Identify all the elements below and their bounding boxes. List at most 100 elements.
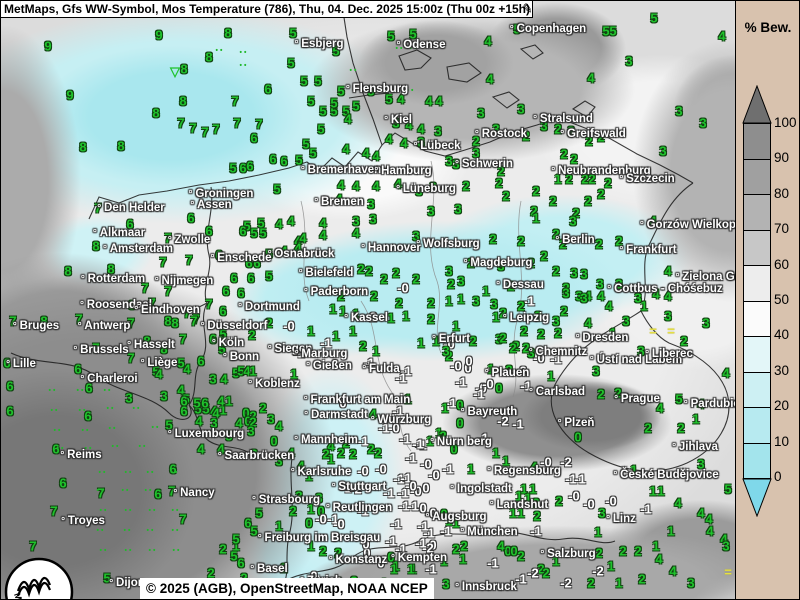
temperature-value: 2 <box>495 175 503 191</box>
city-label: Lille <box>6 358 36 370</box>
drizzle-icon: •• <box>406 87 416 95</box>
temperature-value: 8 <box>152 105 160 121</box>
temperature-value: -0 <box>475 380 487 396</box>
temperature-value: 7 <box>29 538 37 554</box>
temperature-value: 6 <box>246 158 254 174</box>
temperature-value: -1 <box>327 511 339 527</box>
city-label: Frankfurt am Main <box>304 394 411 406</box>
temperature-value: 4 <box>720 531 728 547</box>
temperature-value: 3 <box>472 145 480 161</box>
temperature-value: 4 <box>584 288 592 304</box>
city-label: Karlsruhe <box>291 466 352 478</box>
legend-segment <box>744 371 770 407</box>
city-label: Leipzig <box>503 312 550 324</box>
temperature-value: 7 <box>233 115 241 131</box>
temperature-value: 2 <box>367 441 375 457</box>
temperature-value: 1 <box>492 309 500 325</box>
temperature-value: 4 <box>674 495 682 511</box>
temperature-value: 1 <box>392 558 400 574</box>
temperature-value: 6 <box>6 378 14 394</box>
temperature-value: 3 <box>457 273 465 289</box>
temperature-value: -1 <box>393 471 405 487</box>
temperature-value: 3 <box>517 101 525 117</box>
drizzle-icon: •• <box>111 443 121 451</box>
temperature-value: 0 <box>574 429 582 445</box>
temperature-value: 4 <box>486 71 494 87</box>
temperature-value: -1 <box>442 461 454 477</box>
temperature-value: -1 <box>417 518 429 534</box>
temperature-value: 5 <box>307 93 315 109</box>
temperature-value: 1 <box>387 310 395 326</box>
temperature-value: 8 <box>224 25 232 41</box>
temperature-value: 4 <box>722 365 730 381</box>
legend-segment <box>744 265 770 301</box>
temperature-value: -1 <box>574 471 586 487</box>
temperature-value: 6 <box>126 216 134 232</box>
temperature-value: 6 <box>219 303 227 319</box>
temperature-value: 0 <box>504 543 512 559</box>
temperature-value: 3 <box>442 343 450 359</box>
city-label: Linz <box>606 513 636 525</box>
city-label: Odense <box>397 39 445 51</box>
temperature-value: 8 <box>117 138 125 154</box>
temperature-value: -0 <box>333 516 345 532</box>
temperature-value: 2 <box>359 338 367 354</box>
temperature-value: 4 <box>337 177 345 193</box>
temperature-value: 6 <box>180 393 188 409</box>
temperature-value: 4 <box>425 93 433 109</box>
temperature-value: 3 <box>490 296 498 312</box>
temperature-value: 4 <box>195 413 203 429</box>
temperature-value: 3 <box>495 331 503 347</box>
temperature-value: 5 <box>265 268 273 284</box>
city-label: Salzburg <box>540 548 596 560</box>
city-label: Düsseldorf <box>201 320 267 332</box>
temperature-value: 5 <box>609 23 617 39</box>
city-label: Enschede <box>210 252 271 264</box>
temperature-value: 4 <box>705 511 713 527</box>
temperature-value: -1 <box>378 420 390 436</box>
temperature-value: 2 <box>289 503 297 519</box>
temperature-value: 1 <box>232 538 240 554</box>
temperature-value: 5 <box>273 181 281 197</box>
temperature-value: 7 <box>127 315 135 331</box>
temperature-value: 1 <box>390 561 398 577</box>
city-label: Stuttgart <box>332 481 386 493</box>
temperature-value: -1 <box>487 555 499 571</box>
temperature-value: 5 <box>177 355 185 371</box>
temperature-value: 5 <box>237 363 245 379</box>
temperature-value: 3 <box>687 575 695 591</box>
city-label: Esbjerg <box>295 38 343 50</box>
temperature-value: 6 <box>187 210 195 226</box>
temperature-value: 1 <box>652 538 660 554</box>
temperature-value: 6 <box>85 380 93 396</box>
temperature-value: 2 <box>248 327 256 343</box>
temperature-value: -1 <box>399 431 411 447</box>
drizzle-icon: •• <box>239 49 249 57</box>
temperature-value: 6 <box>197 353 205 369</box>
temperature-value: 2 <box>489 231 497 247</box>
temperature-value: 1 <box>657 483 665 499</box>
temperature-value: 6 <box>222 283 230 299</box>
temperature-value: 3 <box>664 308 672 324</box>
temperature-value: 6 <box>201 395 209 411</box>
temperature-value: 2 <box>469 333 477 349</box>
city-label: Augsburg <box>425 511 486 523</box>
city-label: Regensburg <box>487 465 561 477</box>
temperature-value: 0 <box>510 543 518 559</box>
legend-segment <box>744 158 770 194</box>
temperature-value: 2 <box>207 565 215 581</box>
legend-tick-label: 40 <box>774 327 790 343</box>
city-label: Nürn berg <box>430 436 492 448</box>
drizzle-icon: •• <box>146 469 156 477</box>
drizzle-icon: •• <box>96 527 106 535</box>
temperature-value: 5 <box>409 26 417 42</box>
temperature-value: 4 <box>484 33 492 49</box>
temperature-value: 0 <box>450 441 458 457</box>
temperature-value: 3 <box>622 313 630 329</box>
temperature-value: 0 <box>456 397 464 413</box>
temperature-value: 7 <box>141 280 149 296</box>
temperature-value: 3 <box>552 313 560 329</box>
temperature-value: 0 <box>362 536 370 552</box>
temperature-value: 7 <box>97 485 105 501</box>
city-label: Dortmund <box>238 301 300 313</box>
